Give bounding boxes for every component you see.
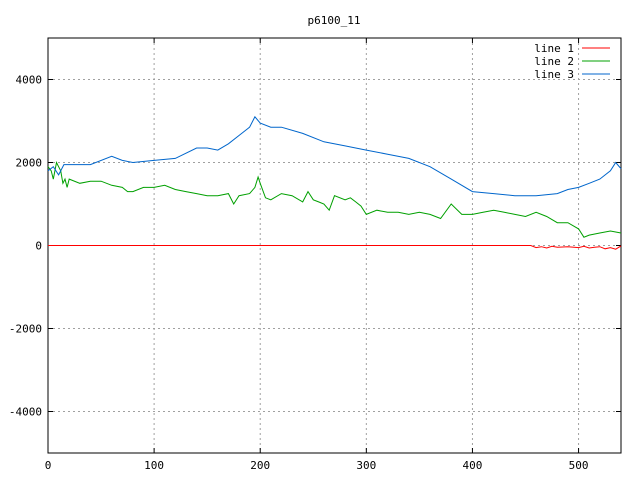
series-line-line-1	[48, 245, 622, 250]
y-tick-label: -2000	[9, 323, 42, 336]
x-tick-label: 400	[463, 459, 483, 472]
x-tick-label: 300	[356, 459, 376, 472]
x-tick-label: 0	[45, 459, 52, 472]
y-tick-label: -4000	[9, 406, 42, 419]
series-line-line-3	[47, 115, 622, 197]
x-tick-label: 100	[144, 459, 164, 472]
x-tick-label: 200	[250, 459, 270, 472]
x-tick-label: 500	[569, 459, 589, 472]
axis-ticks: 0 100 200 300 400 500 -4000 -2000 0 2000 4000	[9, 38, 621, 472]
legend-label: line 1	[534, 42, 574, 55]
y-tick-label: 4000	[16, 74, 43, 87]
chart-title: p6100_11	[308, 14, 361, 27]
y-tick-label: 0	[35, 240, 42, 253]
series-group	[47, 115, 622, 250]
legend-label: line 3	[534, 68, 574, 81]
legend-label: line 2	[534, 55, 574, 68]
y-tick-label: 2000	[16, 157, 43, 170]
series-line-line-2	[47, 160, 622, 238]
